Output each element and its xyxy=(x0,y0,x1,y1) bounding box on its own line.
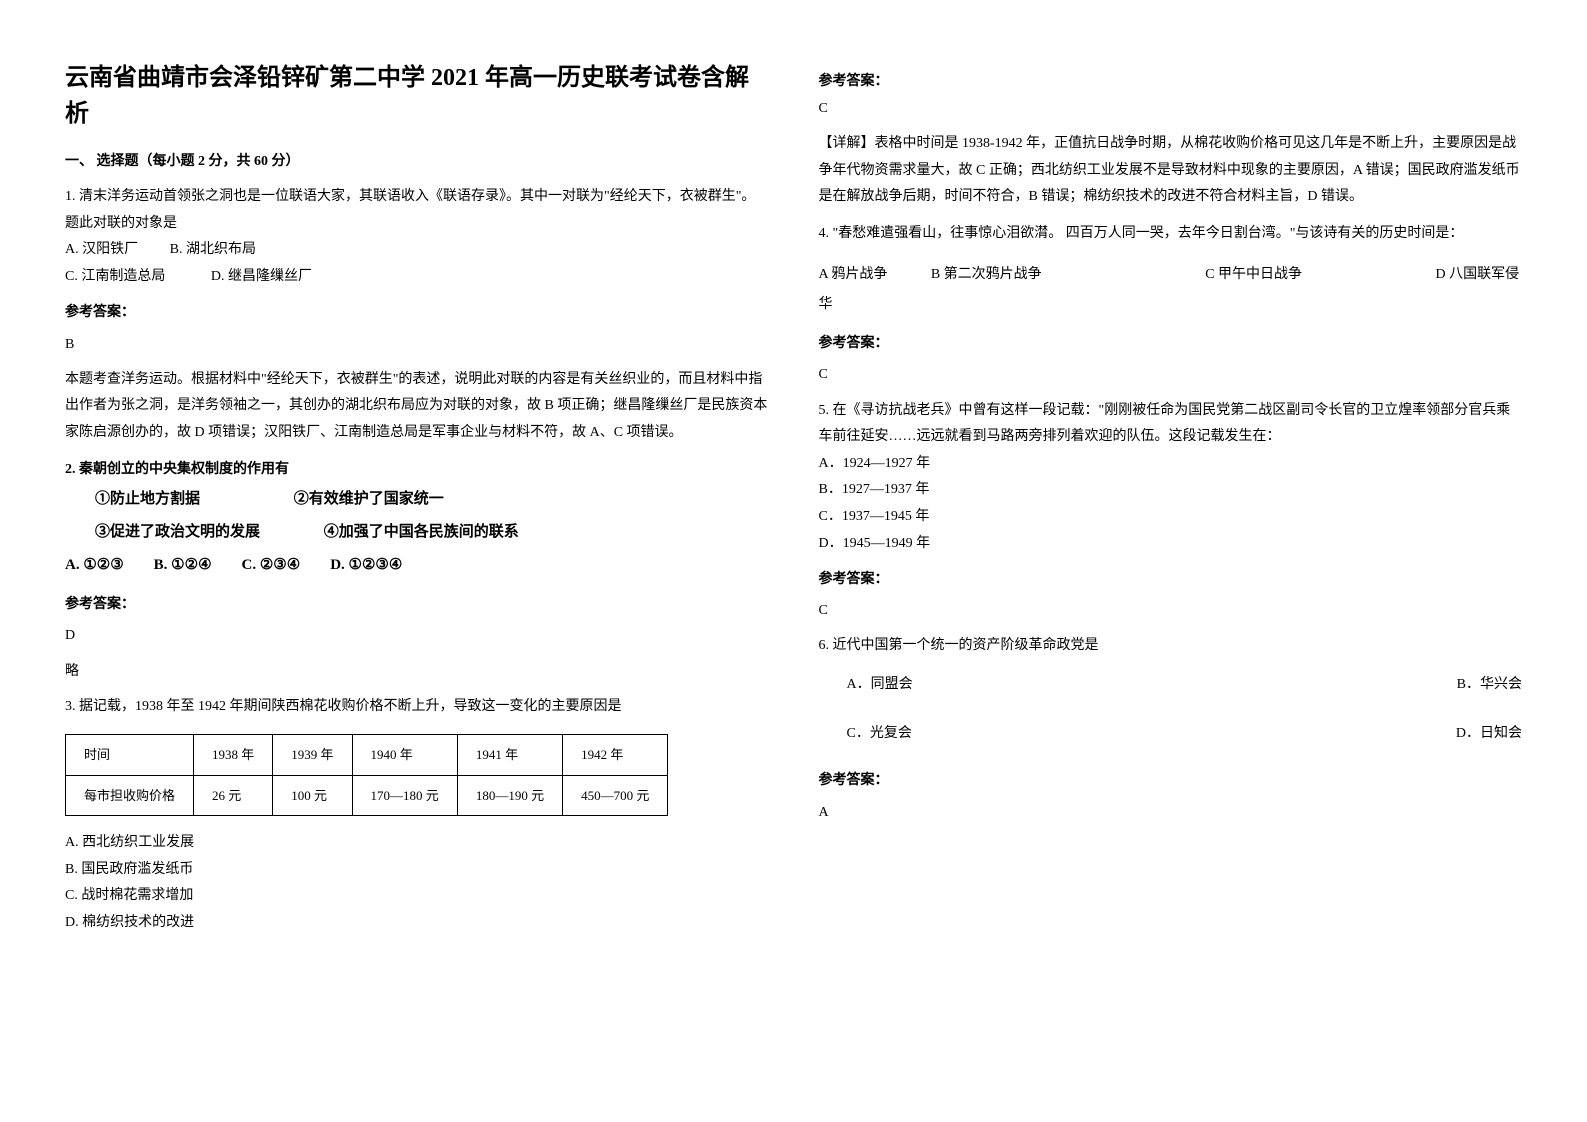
table-cell: 1941 年 xyxy=(457,735,562,775)
q4-optC: C 甲午中日战争 xyxy=(1205,260,1302,291)
exam-title: 云南省曲靖市会泽铅锌矿第二中学 2021 年高一历史联考试卷含解析 xyxy=(65,60,769,132)
q1-stem: 1. 清末洋务运动首领张之洞也是一位联语大家，其联语收入《联语存录》。其中一对联… xyxy=(65,184,769,237)
q2-options: A. ①②③ B. ①②④ C. ②③④ D. ①②③④ xyxy=(65,549,769,582)
q3-explanation: 【详解】表格中时间是 1938-1942 年，正值抗日战争时期，从棉花收购价格可… xyxy=(819,131,1523,211)
q5-stem: 5. 在《寻访抗战老兵》中曾有这样一段记载："刚刚被任命为国民党第二战区副司令长… xyxy=(819,398,1523,451)
question-2: 2. 秦朝创立的中央集权制度的作用有 ①防止地方割据 ②有效维护了国家统一 ③促… xyxy=(65,457,769,684)
section-header: 一、 选择题（每小题 2 分，共 60 分） xyxy=(65,150,769,170)
q4-optD: D 八国联军侵华 xyxy=(819,267,1520,313)
table-cell: 100 元 xyxy=(273,775,352,815)
table-cell: 1938 年 xyxy=(194,735,273,775)
q4-optB: B 第二次鸦片战争 xyxy=(931,260,1042,291)
q5-optC: C．1937—1945 年 xyxy=(819,504,1523,531)
q3-table: 时间 1938 年 1939 年 1940 年 1941 年 1942 年 每市… xyxy=(65,734,668,816)
question-3: 3. 据记载，1938 年至 1942 年期间陕西棉花收购价格不断上升，导致这一… xyxy=(65,694,769,937)
table-cell: 450—700 元 xyxy=(563,775,668,815)
question-5: 5. 在《寻访抗战老兵》中曾有这样一段记载："刚刚被任命为国民党第二战区副司令长… xyxy=(819,398,1523,624)
q1-answer-label: 参考答案： xyxy=(65,300,769,325)
table-row: 时间 1938 年 1939 年 1940 年 1941 年 1942 年 xyxy=(66,735,668,775)
question-6: 6. 近代中国第一个统一的资产阶级革命政党是 A．同盟会 B．华兴会 C．光复会… xyxy=(819,633,1523,824)
table-cell: 1940 年 xyxy=(352,735,457,775)
table-cell: 时间 xyxy=(66,735,194,775)
q1-optB: B. 湖北织布局 xyxy=(170,242,256,257)
q3-answer-label: 参考答案： xyxy=(819,70,1523,90)
right-column: 参考答案： C 【详解】表格中时间是 1938-1942 年，正值抗日战争时期，… xyxy=(794,60,1548,1082)
q6-optD: D．日知会 xyxy=(1456,721,1522,746)
q5-optB: B．1927—1937 年 xyxy=(819,477,1523,504)
q6-answer: A xyxy=(819,800,1523,825)
q2-item2: ②有效维护了国家统一 xyxy=(294,491,444,507)
q3-optB: B. 国民政府滥发纸币 xyxy=(65,857,769,884)
table-cell: 每市担收购价格 xyxy=(66,775,194,815)
table-cell: 26 元 xyxy=(194,775,273,815)
q3-optA: A. 西北纺织工业发展 xyxy=(65,830,769,857)
q1-optA: A. 汉阳铁厂 xyxy=(65,242,138,257)
q4-stem: 4. "春愁难遣强看山，往事惊心泪欲潸。 四百万人同一哭，去年今日割台湾。"与该… xyxy=(819,221,1523,248)
table-cell: 180—190 元 xyxy=(457,775,562,815)
q1-answer: B xyxy=(65,332,769,357)
q6-optB: B．华兴会 xyxy=(1457,672,1522,697)
q6-answer-label: 参考答案： xyxy=(819,768,1523,793)
q5-optA: A．1924—1927 年 xyxy=(819,451,1523,478)
q4-answer: C xyxy=(819,362,1523,387)
table-cell: 1942 年 xyxy=(563,735,668,775)
q1-optD: D. 继昌隆缫丝厂 xyxy=(211,269,312,284)
q2-answer: D xyxy=(65,623,769,648)
q2-item4: ④加强了中国各民族间的联系 xyxy=(324,524,519,540)
q5-answer-label: 参考答案： xyxy=(819,567,1523,592)
question-1: 1. 清末洋务运动首领张之洞也是一位联语大家，其联语收入《联语存录》。其中一对联… xyxy=(65,184,769,447)
q2-note: 略 xyxy=(65,659,769,684)
q4-optA: A 鸦片战争 xyxy=(819,260,888,291)
q6-optA: A．同盟会 xyxy=(847,672,913,697)
q2-item3: ③促进了政治文明的发展 xyxy=(95,524,260,540)
q5-answer: C xyxy=(819,598,1523,623)
table-cell: 170—180 元 xyxy=(352,775,457,815)
q6-stem: 6. 近代中国第一个统一的资产阶级革命政党是 xyxy=(819,633,1523,660)
q5-optD: D．1945—1949 年 xyxy=(819,531,1523,558)
q3-answer: C xyxy=(819,96,1523,121)
table-cell: 1939 年 xyxy=(273,735,352,775)
q1-explanation: 本题考查洋务运动。根据材料中"经纶天下，衣被群生"的表述，说明此对联的内容是有关… xyxy=(65,367,769,447)
q2-item1: ①防止地方割据 xyxy=(95,491,200,507)
question-4: 4. "春愁难遣强看山，往事惊心泪欲潸。 四百万人同一哭，去年今日割台湾。"与该… xyxy=(819,221,1523,388)
q4-answer-label: 参考答案： xyxy=(819,331,1523,356)
left-column: 云南省曲靖市会泽铅锌矿第二中学 2021 年高一历史联考试卷含解析 一、 选择题… xyxy=(40,60,794,1082)
q2-stem: 2. 秦朝创立的中央集权制度的作用有 xyxy=(65,457,769,484)
table-row: 每市担收购价格 26 元 100 元 170—180 元 180—190 元 4… xyxy=(66,775,668,815)
q3-optD: D. 棉纺织技术的改进 xyxy=(65,910,769,937)
q1-optC: C. 江南制造总局 xyxy=(65,269,165,284)
q3-stem: 3. 据记载，1938 年至 1942 年期间陕西棉花收购价格不断上升，导致这一… xyxy=(65,694,769,721)
q2-answer-label: 参考答案： xyxy=(65,592,769,617)
q6-optC: C．光复会 xyxy=(847,721,912,746)
q3-optC: C. 战时棉花需求增加 xyxy=(65,883,769,910)
